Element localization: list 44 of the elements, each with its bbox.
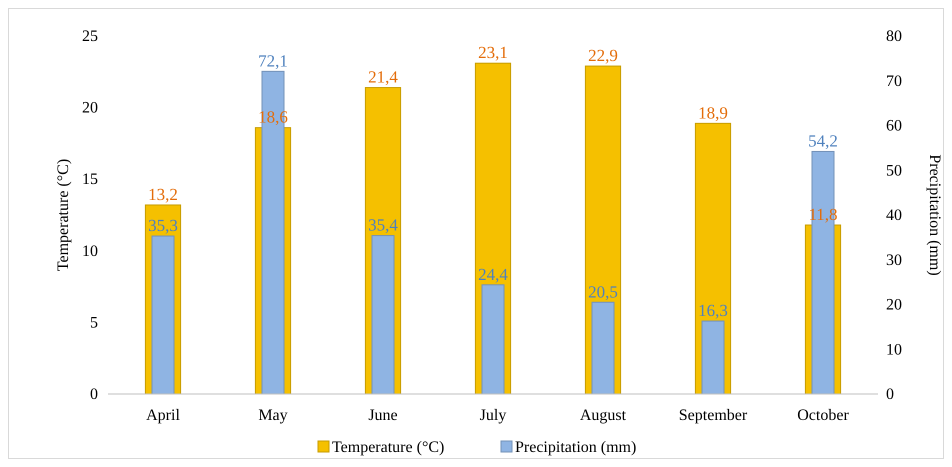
x-tick-label: September <box>678 407 748 424</box>
y2-tick-label: 80 <box>886 28 902 45</box>
data-label: 35,3 <box>148 216 178 236</box>
bar <box>592 302 614 394</box>
y2-tick-label: 0 <box>886 386 894 403</box>
data-label: 16,3 <box>698 301 728 320</box>
data-label: 13,2 <box>148 184 178 204</box>
bar <box>702 320 724 394</box>
bar <box>372 235 394 394</box>
y2-axis-title: Precipitation (mm) <box>926 154 943 276</box>
data-label: 72,1 <box>258 51 288 70</box>
data-label: 24,4 <box>478 264 508 284</box>
y-tick-label: 10 <box>82 242 98 260</box>
data-label: 18,9 <box>698 103 728 122</box>
y-axis-title: Temperature (°C) <box>55 158 72 272</box>
legend-label: Precipitation (mm) <box>515 439 636 456</box>
y2-tick-label: 70 <box>886 72 902 90</box>
y-tick-label: 20 <box>82 100 98 117</box>
data-label: 23,1 <box>478 43 508 62</box>
x-tick-label: October <box>797 407 850 424</box>
data-label: 21,4 <box>368 68 398 87</box>
y-tick-label: 5 <box>90 314 98 332</box>
y-tick-label: 0 <box>90 386 98 403</box>
y2-tick-label: 10 <box>886 341 902 358</box>
data-label: 18,6 <box>258 108 288 127</box>
bar <box>482 284 504 394</box>
legend-label: Temperature (°C) <box>332 439 444 456</box>
y-tick-label: 25 <box>82 28 98 45</box>
x-tick-label: July <box>480 407 506 424</box>
data-label: 54,2 <box>808 131 838 150</box>
data-label: 20,5 <box>588 282 618 302</box>
x-tick-label: August <box>580 407 627 424</box>
data-label: 22,9 <box>588 46 618 66</box>
y2-tick-label: 50 <box>886 162 902 180</box>
data-label: 11,8 <box>808 205 838 224</box>
y2-tick-label: 30 <box>886 252 902 269</box>
y2-tick-label: 20 <box>886 296 902 314</box>
x-tick-label: June <box>368 407 398 424</box>
y-tick-label: 15 <box>82 171 98 188</box>
y2-tick-label: 60 <box>886 118 902 134</box>
data-label: 35,4 <box>368 216 398 235</box>
x-tick-label: May <box>258 407 288 424</box>
x-tick-label: April <box>146 407 180 424</box>
y2-tick-label: 40 <box>886 207 902 224</box>
